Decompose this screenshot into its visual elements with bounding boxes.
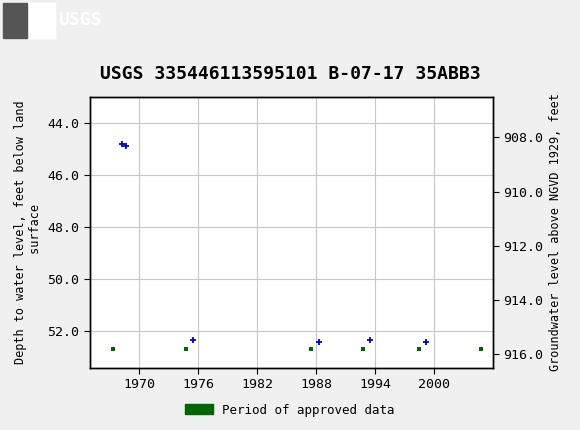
Bar <box>3 3 27 37</box>
Y-axis label: Groundwater level above NGVD 1929, feet: Groundwater level above NGVD 1929, feet <box>549 93 562 371</box>
Bar <box>31 3 55 37</box>
Text: USGS 335446113595101 B-07-17 35ABB3: USGS 335446113595101 B-07-17 35ABB3 <box>100 65 480 83</box>
FancyBboxPatch shape <box>3 3 55 37</box>
Text: USGS: USGS <box>58 12 102 29</box>
Legend: Period of approved data: Period of approved data <box>180 399 400 421</box>
Y-axis label: Depth to water level, feet below land
 surface: Depth to water level, feet below land su… <box>14 100 42 364</box>
